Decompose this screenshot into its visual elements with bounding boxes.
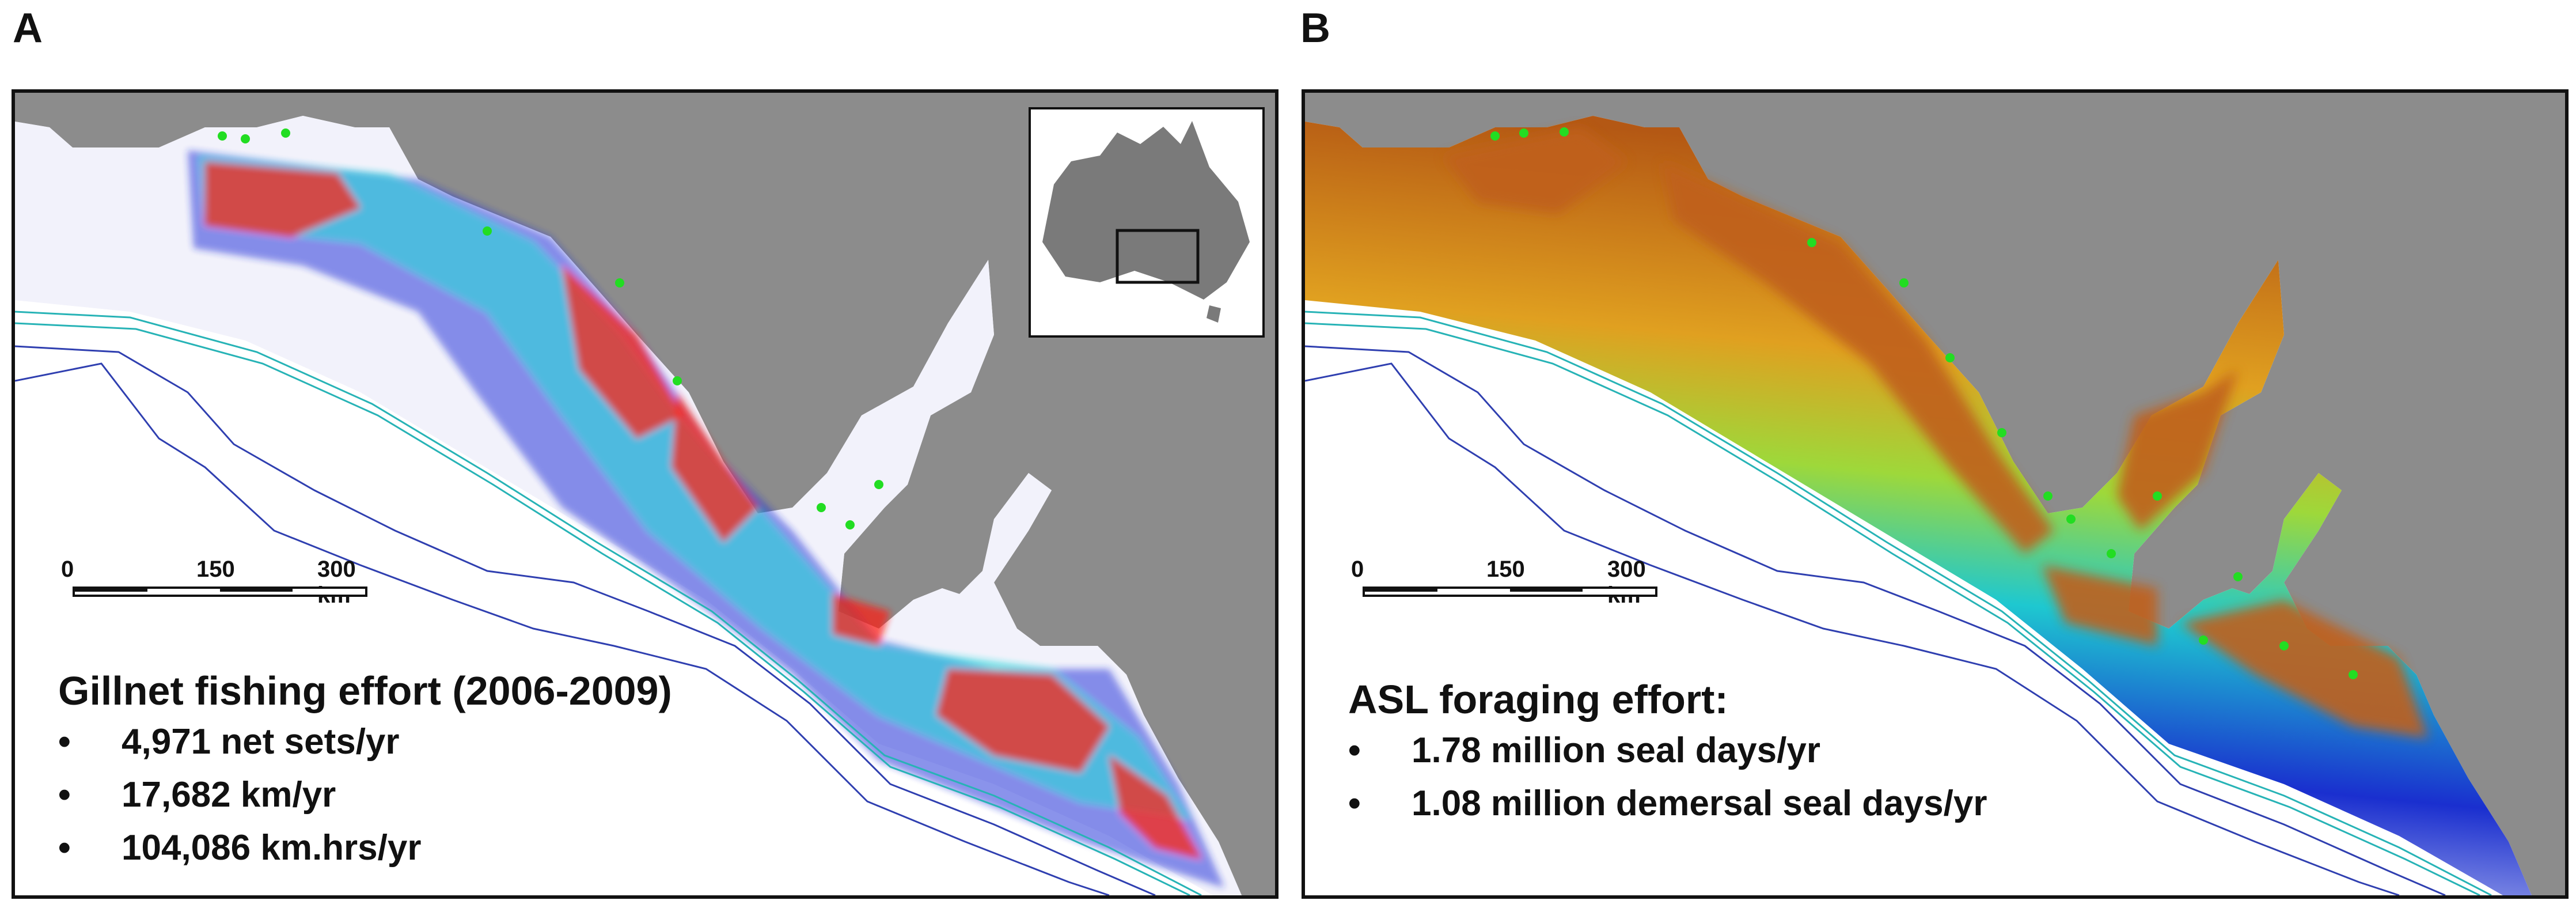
australia-inset-map — [1029, 107, 1265, 338]
list-item: • 4,971 net sets/yr — [58, 722, 400, 762]
list-item: • 104,086 km.hrs/yr — [58, 828, 422, 868]
land-mass — [15, 93, 1275, 895]
list-item: • 1.08 million demersal seal days/yr — [1348, 784, 1987, 823]
panel-b-label: B — [1300, 5, 1330, 51]
isobath-lines — [1305, 311, 2492, 895]
land-mass — [1305, 93, 2565, 895]
scale-label-150: 150 — [196, 557, 235, 582]
panel-a-label: A — [13, 5, 43, 51]
panel-b-map: 0 150 300 km ASL foraging effort: •1.78 … — [1302, 89, 2569, 899]
scale-bar-graphic — [1363, 587, 1657, 597]
effort-heat-layer — [188, 150, 1224, 888]
foraging-effort-stats: ASL foraging effort: • 1.78 million seal … — [1348, 675, 1987, 830]
stats-list: • 1.78 million seal days/yr • 1.08 million… — [1348, 724, 1987, 830]
scale-bar-b: 0 150 300 km — [1345, 557, 1668, 608]
scale-bar-a: 0 150 300 km — [55, 557, 378, 608]
foraging-surface — [1305, 116, 2532, 895]
stats-title: Gillnet fishing effort (2006-2009) — [58, 668, 672, 713]
australia-inset-map-icon — [1042, 121, 1250, 323]
gillnet-effort-map — [15, 93, 1275, 895]
seal-colonies — [1490, 127, 2358, 679]
stats-list: • 4,971 net sets/yr • 17,682 km/yr • 104,08… — [58, 716, 672, 875]
seal-colonies — [218, 128, 883, 529]
list-item: • 17,682 km/yr — [58, 775, 336, 815]
isobath-lines — [15, 311, 1202, 895]
scale-label-300: 300 km — [1607, 557, 1646, 608]
scale-label-300: 300 km — [317, 557, 356, 608]
gillnet-effort-stats: Gillnet fishing effort (2006-2009) • 4,97… — [58, 666, 672, 875]
scale-label-0: 0 — [1351, 557, 1364, 582]
panel-a-map: 0 150 300 km Gillnet fishing effort (200… — [12, 89, 1278, 899]
stats-title: ASL foraging effort: — [1348, 677, 1728, 722]
list-item: • 1.78 million seal days/yr — [1348, 731, 1820, 770]
foraging-hotspots — [1443, 127, 2428, 738]
scale-bar-graphic — [73, 587, 367, 597]
scale-label-0: 0 — [61, 557, 74, 582]
scale-label-150: 150 — [1486, 557, 1525, 582]
foraging-effort-map — [1305, 93, 2565, 895]
